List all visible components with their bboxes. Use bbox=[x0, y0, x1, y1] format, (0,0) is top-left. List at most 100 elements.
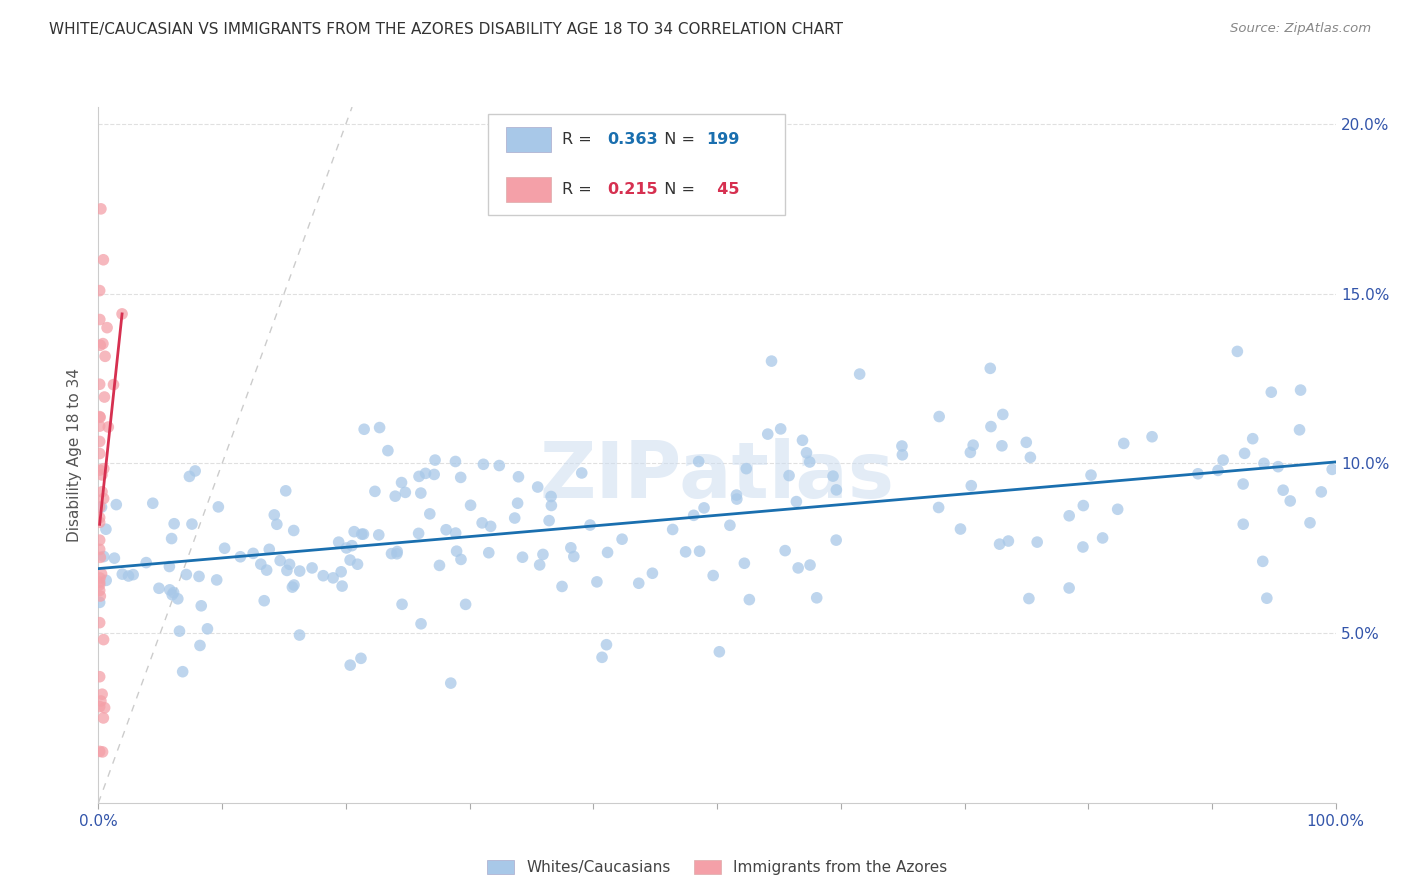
Text: 0.215: 0.215 bbox=[607, 182, 658, 197]
Point bbox=[91, 336, 114, 351]
Point bbox=[207, 500, 229, 514]
Point bbox=[1233, 446, 1256, 460]
Point bbox=[89, 533, 111, 548]
Y-axis label: Disability Age 18 to 34: Disability Age 18 to 34 bbox=[67, 368, 83, 542]
Point bbox=[733, 556, 755, 570]
Point bbox=[89, 419, 111, 434]
Point bbox=[718, 518, 741, 533]
Point bbox=[848, 367, 870, 381]
Point bbox=[979, 361, 1001, 376]
Point bbox=[735, 461, 758, 475]
Point bbox=[579, 518, 602, 533]
Point bbox=[991, 408, 1014, 422]
Point bbox=[471, 516, 494, 530]
Point bbox=[274, 483, 297, 498]
Text: ZIPatlas: ZIPatlas bbox=[540, 438, 894, 514]
Point bbox=[423, 467, 446, 482]
Point bbox=[409, 616, 432, 631]
Point bbox=[959, 445, 981, 459]
Point bbox=[1251, 554, 1274, 568]
Point bbox=[444, 454, 467, 468]
Point bbox=[688, 454, 710, 468]
Point bbox=[1256, 591, 1278, 606]
Point bbox=[288, 564, 311, 578]
Point bbox=[89, 446, 111, 460]
Point bbox=[460, 498, 482, 512]
Point bbox=[1310, 484, 1333, 499]
Point bbox=[450, 552, 472, 566]
Point bbox=[1026, 535, 1049, 549]
Point bbox=[89, 510, 111, 524]
Point bbox=[93, 549, 115, 564]
Point bbox=[472, 458, 495, 472]
Point bbox=[242, 546, 264, 560]
Point bbox=[117, 569, 139, 583]
Point bbox=[1018, 591, 1040, 606]
Point bbox=[408, 469, 430, 483]
Point bbox=[1187, 467, 1209, 481]
Point bbox=[1320, 462, 1343, 476]
Point bbox=[91, 745, 114, 759]
Point bbox=[94, 522, 117, 536]
Point bbox=[288, 628, 311, 642]
Point bbox=[560, 541, 582, 555]
Text: N =: N = bbox=[654, 182, 700, 197]
Point bbox=[89, 377, 111, 392]
Point bbox=[90, 566, 112, 581]
Point bbox=[263, 508, 285, 522]
Point bbox=[339, 658, 361, 673]
Point bbox=[506, 496, 529, 510]
Point bbox=[339, 553, 361, 567]
Point bbox=[787, 561, 810, 575]
Point bbox=[1015, 435, 1038, 450]
Point bbox=[1226, 344, 1249, 359]
Point bbox=[1288, 423, 1310, 437]
Point bbox=[988, 537, 1011, 551]
Point bbox=[97, 420, 120, 434]
Point bbox=[89, 615, 111, 630]
Point bbox=[330, 579, 353, 593]
Point bbox=[89, 575, 111, 590]
Point bbox=[508, 469, 530, 483]
Point bbox=[301, 561, 323, 575]
Point bbox=[89, 578, 111, 592]
Point bbox=[367, 528, 389, 542]
Point bbox=[350, 651, 373, 665]
Point bbox=[1260, 385, 1282, 400]
Point bbox=[785, 494, 807, 508]
Point bbox=[89, 670, 111, 684]
Point bbox=[429, 558, 451, 573]
Point bbox=[90, 467, 112, 482]
Text: 45: 45 bbox=[706, 182, 740, 197]
Point bbox=[89, 410, 111, 425]
Point bbox=[1232, 517, 1254, 532]
Point bbox=[825, 533, 848, 548]
Point bbox=[450, 470, 472, 484]
Point bbox=[103, 551, 125, 566]
Point bbox=[89, 500, 111, 514]
Text: 199: 199 bbox=[706, 132, 740, 146]
Point bbox=[346, 558, 368, 572]
Point bbox=[479, 519, 502, 533]
Point bbox=[328, 535, 350, 549]
Point bbox=[111, 307, 134, 321]
Point bbox=[93, 252, 115, 267]
Point bbox=[172, 665, 194, 679]
Point bbox=[825, 483, 848, 497]
Point bbox=[169, 624, 191, 639]
Point bbox=[1253, 456, 1275, 470]
Point bbox=[142, 496, 165, 510]
Point bbox=[531, 548, 554, 562]
Point bbox=[340, 539, 363, 553]
Point bbox=[890, 439, 912, 453]
Point bbox=[176, 567, 198, 582]
Legend: Whites/Caucasians, Immigrants from the Azores: Whites/Caucasians, Immigrants from the A… bbox=[486, 860, 948, 875]
Point bbox=[330, 565, 353, 579]
Point bbox=[682, 508, 704, 523]
Point bbox=[1071, 540, 1094, 554]
Point bbox=[419, 507, 441, 521]
Point bbox=[229, 549, 252, 564]
Point bbox=[725, 488, 748, 502]
Point bbox=[1241, 432, 1264, 446]
Text: R =: R = bbox=[562, 182, 598, 197]
